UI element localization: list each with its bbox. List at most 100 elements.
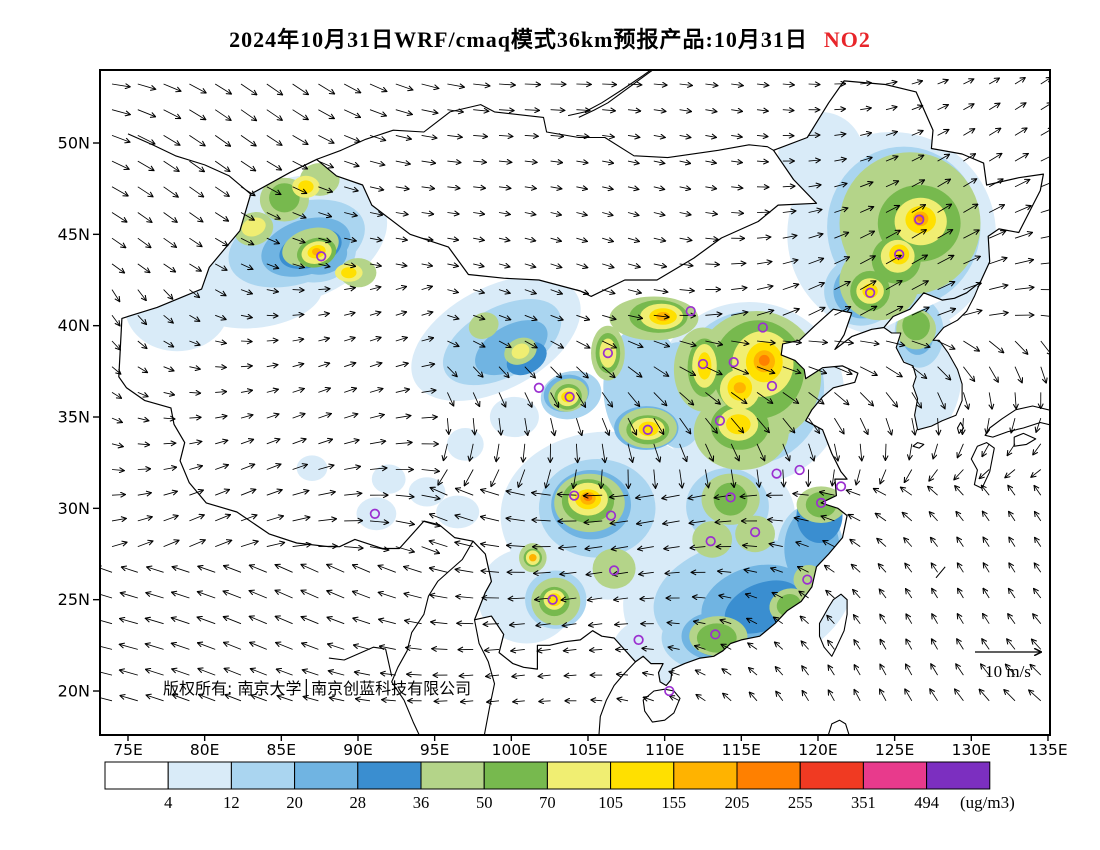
city-marker xyxy=(564,391,575,403)
city-marker xyxy=(608,565,620,576)
colorbar-cell xyxy=(926,761,991,790)
axis-labels: 50N 45N 40N 35N 30N 25N 20N 75E 80E 85E 90E 95E 100E… xyxy=(58,134,1068,760)
colorbar-cell xyxy=(610,761,675,790)
city-marker xyxy=(569,490,580,501)
map-frame xyxy=(99,69,1051,736)
wind-vector-field xyxy=(100,77,1050,702)
colorbar-tick-label: 28 xyxy=(350,793,367,812)
city-marker xyxy=(533,382,545,393)
city-marker xyxy=(728,357,739,368)
city-marker xyxy=(766,380,778,392)
title-main: 2024年10月31日WRF/cmaq模式36km预报产品:10月31日 xyxy=(229,27,808,52)
city-marker xyxy=(815,497,827,509)
city-marker xyxy=(642,424,653,435)
city-marker xyxy=(835,481,847,492)
lon-tick-label: 100E xyxy=(492,741,531,759)
city-marker xyxy=(714,415,726,426)
wind-scale-label: 10 m/s xyxy=(985,662,1031,681)
lat-tick-label: 20N xyxy=(58,682,90,701)
city-marker xyxy=(894,249,905,260)
lat-tick-label: 25N xyxy=(58,590,90,609)
city-marker xyxy=(605,510,617,521)
border-line xyxy=(827,719,850,735)
copyright-text: 版权所有: 南京大学│南京创蓝科技有限公司 xyxy=(163,678,471,698)
colorbar-tick-label: 255 xyxy=(788,793,813,812)
city-marker xyxy=(864,287,876,298)
border-line xyxy=(127,133,252,195)
city-marker xyxy=(664,685,675,697)
border-line xyxy=(1013,432,1037,447)
city-marker xyxy=(697,358,709,370)
lon-tick-label: 80E xyxy=(190,741,220,759)
city-marker xyxy=(705,536,716,547)
border-line xyxy=(912,442,925,449)
border-line xyxy=(473,619,496,735)
colorbar-tick-label: 50 xyxy=(476,793,493,812)
colorbar-tick-label: 20 xyxy=(286,793,303,812)
city-marker xyxy=(914,214,925,225)
colorbar-cell xyxy=(483,761,548,790)
city-marker xyxy=(547,594,558,605)
colorbar-tick-label: 155 xyxy=(661,793,686,812)
colorbar-unit-label: (ug/m3) xyxy=(960,793,1015,812)
lon-tick-label: 85E xyxy=(267,741,297,759)
border-line xyxy=(935,566,946,579)
colorbar-cell xyxy=(104,761,169,790)
colorbar-tick-label: 12 xyxy=(223,793,240,812)
lon-tick-label: 130E xyxy=(952,741,991,759)
city-marker xyxy=(316,251,327,262)
title-species-no2: NO2 xyxy=(823,27,871,52)
colorbar-cell xyxy=(294,761,359,790)
colorbar-tick-label: 351 xyxy=(851,793,876,812)
no2-concentration-field xyxy=(125,112,996,684)
border-line xyxy=(118,80,1044,687)
colorbar-tick-label: 4 xyxy=(164,793,172,812)
lon-tick-label: 115E xyxy=(722,741,761,759)
city-marker xyxy=(710,629,721,640)
border-line xyxy=(818,593,848,657)
lon-tick-label: 105E xyxy=(568,741,607,759)
colorbar-cell xyxy=(862,761,928,790)
colorbar-cell xyxy=(673,761,738,790)
lat-tick-label: 30N xyxy=(58,499,90,518)
colorbar-tick-label: 70 xyxy=(539,793,556,812)
city-marker xyxy=(369,508,381,519)
colorbar-cell xyxy=(420,761,485,790)
lon-tick-label: 120E xyxy=(798,741,837,759)
map-canvas: 版权所有: 南京大学│南京创蓝科技有限公司 10 m/s xyxy=(100,70,1050,735)
lon-tick-label: 75E xyxy=(113,741,143,759)
city-marker xyxy=(749,526,761,538)
colorbar-cell xyxy=(546,761,612,790)
city-markers xyxy=(316,214,925,697)
city-marker xyxy=(771,468,782,479)
lat-tick-label: 35N xyxy=(58,408,90,427)
border-line xyxy=(316,104,774,160)
lat-tick-label: 45N xyxy=(58,225,90,244)
city-marker xyxy=(794,464,805,476)
border-line xyxy=(642,688,681,723)
city-marker xyxy=(633,634,644,646)
city-marker xyxy=(725,492,736,503)
border-line xyxy=(984,405,1050,438)
border-line xyxy=(883,281,982,431)
border-line xyxy=(598,661,636,735)
colorbar-cell xyxy=(230,761,296,790)
colorbar: 4 12 20 28 36 50 70 105 155 205 255 351 494 xyxy=(104,761,991,812)
lon-tick-label: 95E xyxy=(420,741,450,759)
colorbar-tick-label: 105 xyxy=(598,793,623,812)
colorbar-cell xyxy=(736,761,801,790)
lon-tick-label: 125E xyxy=(875,741,914,759)
colorbar-cell xyxy=(799,761,864,790)
border-line xyxy=(328,646,393,677)
city-marker xyxy=(685,305,696,317)
lon-tick-label: 90E xyxy=(343,741,373,759)
border-line xyxy=(391,540,474,735)
city-marker xyxy=(757,322,768,333)
border-line xyxy=(578,70,654,118)
lon-tick-label: 110E xyxy=(645,741,684,759)
wind-scale-legend: 10 m/s xyxy=(975,652,1041,681)
border-line xyxy=(970,442,995,489)
lon-tick-label: 135E xyxy=(1028,741,1067,759)
